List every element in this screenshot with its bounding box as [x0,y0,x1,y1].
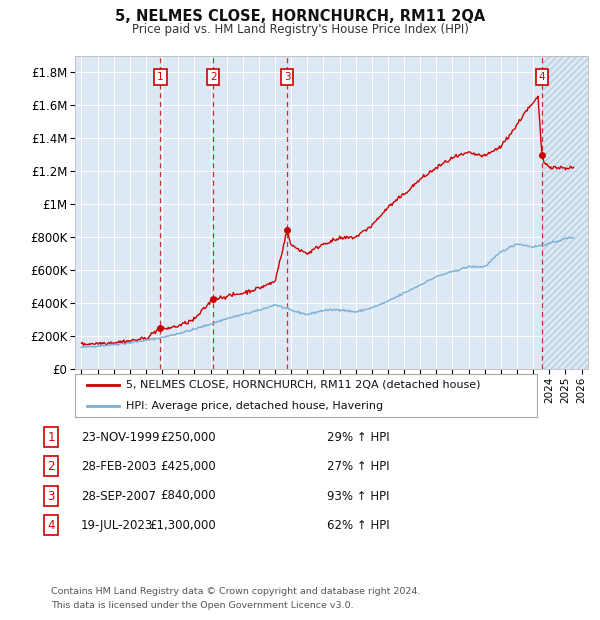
Text: 1: 1 [47,431,55,443]
Text: 28-SEP-2007: 28-SEP-2007 [81,490,156,502]
Text: 1: 1 [157,72,164,82]
Text: 3: 3 [284,72,290,82]
Text: £250,000: £250,000 [160,431,216,443]
Text: HPI: Average price, detached house, Havering: HPI: Average price, detached house, Have… [126,401,383,410]
Text: 4: 4 [539,72,545,82]
Text: Contains HM Land Registry data © Crown copyright and database right 2024.: Contains HM Land Registry data © Crown c… [51,587,421,596]
Text: £425,000: £425,000 [160,460,216,472]
Text: This data is licensed under the Open Government Licence v3.0.: This data is licensed under the Open Gov… [51,601,353,610]
Text: £1,300,000: £1,300,000 [149,519,216,531]
Text: 2: 2 [210,72,217,82]
Text: 5, NELMES CLOSE, HORNCHURCH, RM11 2QA: 5, NELMES CLOSE, HORNCHURCH, RM11 2QA [115,9,485,24]
Bar [542,56,600,369]
Text: 29% ↑ HPI: 29% ↑ HPI [327,431,389,443]
Text: Price paid vs. HM Land Registry's House Price Index (HPI): Price paid vs. HM Land Registry's House … [131,23,469,36]
Text: 2: 2 [47,460,55,472]
Text: 5, NELMES CLOSE, HORNCHURCH, RM11 2QA (detached house): 5, NELMES CLOSE, HORNCHURCH, RM11 2QA (d… [126,379,481,389]
Text: 23-NOV-1999: 23-NOV-1999 [81,431,160,443]
Text: 62% ↑ HPI: 62% ↑ HPI [327,519,389,531]
Text: 27% ↑ HPI: 27% ↑ HPI [327,460,389,472]
Text: 3: 3 [47,490,55,502]
Text: 19-JUL-2023: 19-JUL-2023 [81,519,153,531]
Text: £840,000: £840,000 [160,490,216,502]
Text: 93% ↑ HPI: 93% ↑ HPI [327,490,389,502]
Text: 4: 4 [47,519,55,531]
Text: 28-FEB-2003: 28-FEB-2003 [81,460,157,472]
